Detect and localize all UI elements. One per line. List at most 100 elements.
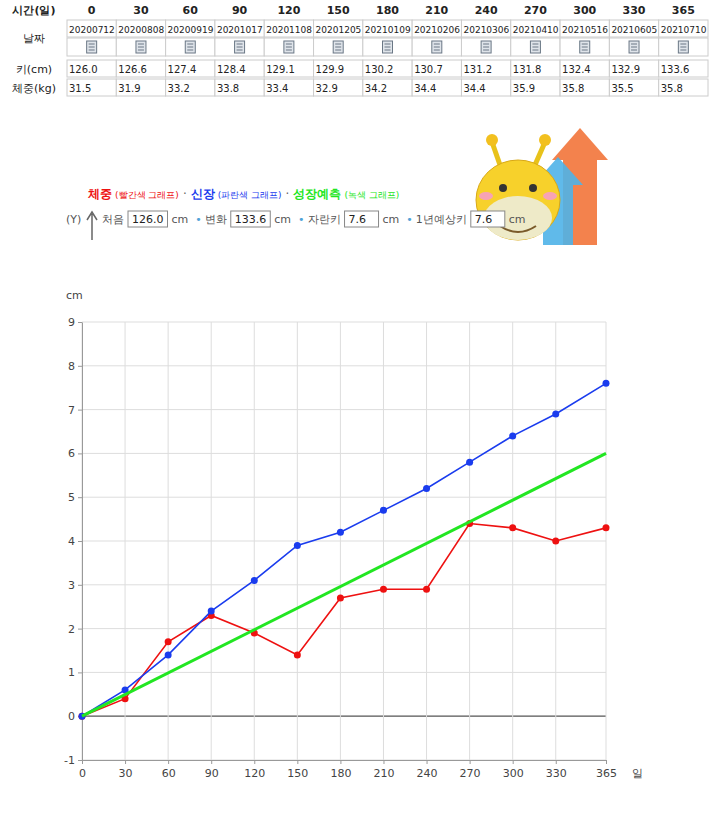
table-cell <box>511 79 560 96</box>
table-cell <box>363 79 412 96</box>
grid-line-y <box>82 672 606 673</box>
table-cell <box>215 60 264 77</box>
table-cell <box>67 20 116 37</box>
x-tick-label: 30 <box>119 767 133 780</box>
legend-text: 체중(빨간색 그래프)·신장(파란색 그래프)·성장예측(녹색 그래프) <box>87 187 399 201</box>
y-tick-label: -1 <box>64 754 75 767</box>
doc-icon-body <box>678 41 688 53</box>
legend-description: (파란색 그래프) <box>218 190 282 200</box>
doc-icon-body <box>136 41 146 53</box>
table-icon-cell <box>116 38 165 56</box>
page: 시간(일)0306090120150180210240270300330365날… <box>0 0 711 835</box>
doc-icon-line <box>532 50 538 51</box>
y-axis-title: cm <box>66 289 83 302</box>
giraffe-cheek <box>543 192 557 200</box>
table-cell-text: 126.6 <box>118 64 147 75</box>
table-cell <box>314 79 363 96</box>
series-point <box>509 432 516 439</box>
table-cell <box>412 60 461 77</box>
x-tick-mark <box>125 760 126 764</box>
table-cell <box>166 20 215 37</box>
giraffe-horn-tip <box>539 134 551 146</box>
summary-box <box>345 211 379 227</box>
summary-box <box>471 211 505 227</box>
x-tick: 60 <box>162 760 176 780</box>
doc-icon-line <box>138 47 144 48</box>
series-line <box>82 383 606 716</box>
doc-icon-line <box>187 44 193 45</box>
table-icon-cell <box>609 38 658 56</box>
table-cell-text: 20210605 <box>611 25 657 35</box>
table-icon-cell <box>461 38 510 56</box>
table-header-day: 150 <box>327 4 350 17</box>
doc-icon-line <box>237 50 243 51</box>
doc-icon <box>333 41 343 53</box>
table-row-label-cell <box>2 60 66 77</box>
doc-icon-line <box>237 44 243 45</box>
summary-bullet: • <box>298 213 305 226</box>
x-tick-label: 0 <box>79 767 86 780</box>
table-cell-text: 132.9 <box>611 64 640 75</box>
y-tick-label: 9 <box>68 316 75 329</box>
table-header-day: 330 <box>623 4 646 17</box>
table-cell <box>264 20 313 37</box>
doc-icon-line <box>138 50 144 51</box>
y-tick-mark <box>78 322 82 323</box>
table-icon-cell <box>166 38 215 56</box>
table-cell-text: 20201017 <box>217 25 263 35</box>
x-tick: 240 <box>417 760 438 780</box>
chart: -101234567890306090120150180210240270300… <box>64 289 643 780</box>
series-point <box>509 524 516 531</box>
y-tick-label: 2 <box>68 623 75 636</box>
grid-line-x <box>383 322 384 760</box>
grid-line-y <box>82 365 606 366</box>
grid-line-x <box>297 322 298 760</box>
summary-value: 133.6 <box>235 213 267 226</box>
table-cell <box>659 79 708 96</box>
table-header-day: 270 <box>524 4 547 17</box>
table-cell <box>363 60 412 77</box>
y-tick: 3 <box>68 579 82 592</box>
x-tick-mark <box>168 760 169 764</box>
summary-axis-label: (Y) <box>66 213 81 226</box>
table-cell <box>314 60 363 77</box>
table-cell <box>609 60 658 77</box>
table-cell <box>560 60 609 77</box>
table-cell-text: 35.8 <box>562 83 584 94</box>
table-cell <box>511 60 560 77</box>
doc-icon-line <box>483 44 489 45</box>
series-point <box>165 651 172 658</box>
x-tick-label: 90 <box>205 767 219 780</box>
doc-icon-line <box>335 47 341 48</box>
series-point <box>466 459 473 466</box>
doc-icon-line <box>335 44 341 45</box>
x-tick: 270 <box>460 760 481 780</box>
doc-icon-line <box>89 47 95 48</box>
doc-icon-line <box>187 50 193 51</box>
grid-line-y <box>82 409 606 410</box>
doc-icon <box>432 41 442 53</box>
y-tick-label: 4 <box>68 535 75 548</box>
table-header-day: 300 <box>573 4 596 17</box>
table-icon-cell <box>314 38 363 56</box>
series-point <box>251 577 258 584</box>
series-point <box>423 586 430 593</box>
table-icon-cell <box>511 38 560 56</box>
x-tick-mark <box>254 760 255 764</box>
y-tick-mark <box>78 453 82 454</box>
table-cell-text: 33.2 <box>168 83 190 94</box>
x-tick-label: 270 <box>460 767 481 780</box>
x-tick-mark <box>211 760 212 764</box>
x-axis-title: 일 <box>632 767 643 780</box>
table-icon-cell <box>215 38 264 56</box>
table-cell-text: 20210516 <box>562 25 608 35</box>
x-tick: 150 <box>287 760 308 780</box>
x-tick-label: 60 <box>162 767 176 780</box>
table-header-day: 120 <box>277 4 300 17</box>
table-cell <box>166 60 215 77</box>
doc-icon-body <box>432 41 442 53</box>
doc-icon-line <box>138 44 144 45</box>
grid-line-y <box>82 760 606 761</box>
table-icon-cell <box>659 38 708 56</box>
grid-line-x <box>512 322 513 760</box>
